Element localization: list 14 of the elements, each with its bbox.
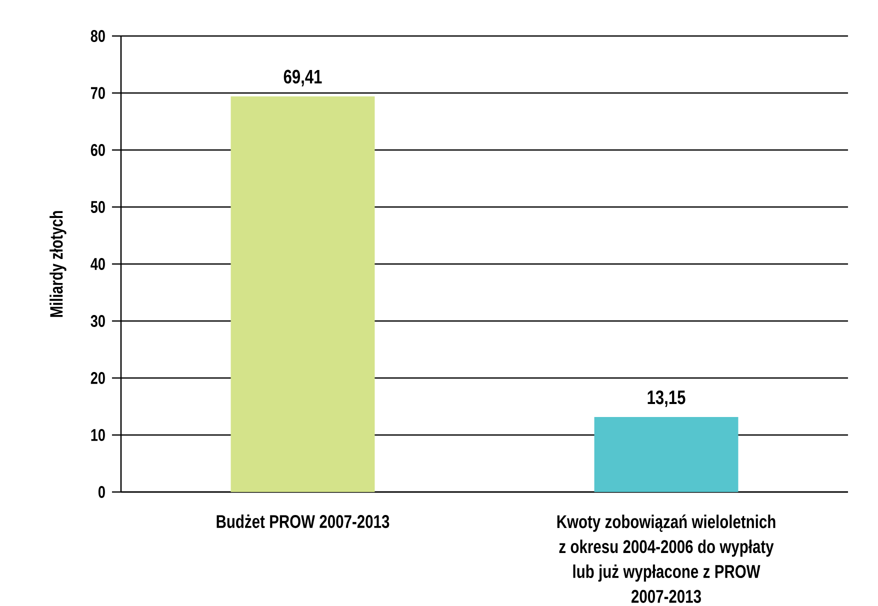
x-tick-label: Kwoty zobowiązań wieloletnich z okresu 2004-2006 do wypłaty lub już wypłacone z PROW 2007-2013 [557, 514, 776, 603]
data-label: 69,41 [284, 70, 322, 86]
y-tick-label: 70 [90, 87, 105, 100]
y-axis-title: Miliardy złotych [50, 211, 66, 317]
y-tick-label: 10 [91, 429, 105, 441]
y-tick-label: 0 [98, 486, 105, 498]
y-tick-label: 30 [90, 314, 105, 328]
y-tick-label: 20 [90, 372, 105, 384]
y-tick-label: 40 [90, 258, 105, 270]
y-tick-label: 80 [90, 30, 105, 42]
x-tick-label: Budżet PROW 2007-2013 [216, 514, 390, 528]
y-tick-label: 50 [90, 201, 105, 214]
data-label: 13,15 [648, 390, 686, 408]
y-tick-label: 60 [90, 144, 105, 156]
